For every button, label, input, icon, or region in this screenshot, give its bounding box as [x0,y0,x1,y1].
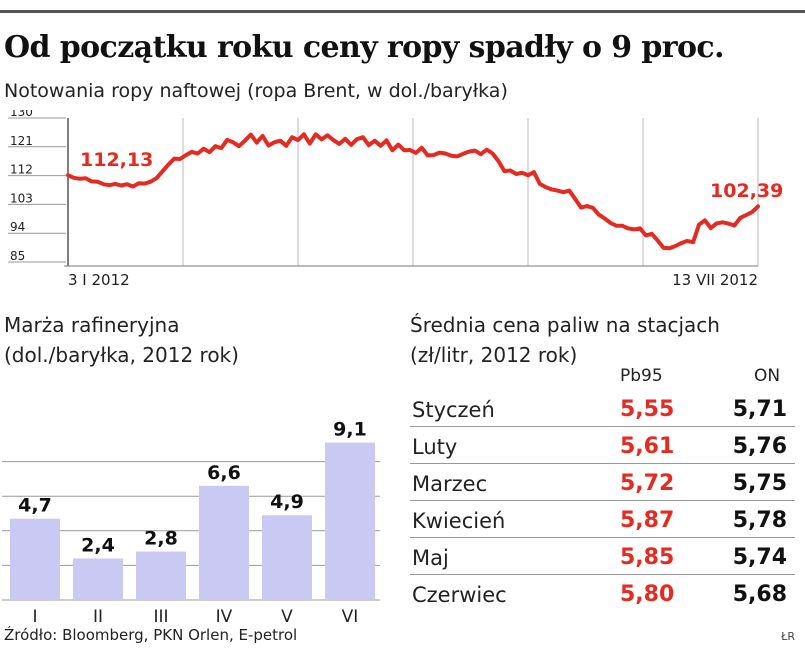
bar-value-label: 2,8 [144,528,178,550]
bar-VI [325,442,375,600]
y-tick-label: 103 [10,191,33,205]
oil-price-series-line [66,132,760,251]
end-value-label: 102,39 [710,180,783,202]
bar-III [136,551,186,600]
source-note: Źródło: Bloomberg, PKN Orlen, E-petrol [4,626,298,644]
bar-value-label: 4,9 [270,491,304,513]
y-tick-label: 94 [10,220,25,234]
month-cell: Maj [412,546,449,570]
on-price-cell: 5,78 [732,508,787,533]
bar-value-label: 9,1 [333,419,367,441]
top-rule [0,10,805,13]
month-cell: Luty [412,435,458,459]
month-cell: Czerwiec [412,583,507,607]
pb95-price-cell: 5,85 [620,545,675,570]
bar-V [262,515,312,600]
y-tick-label: 112 [10,163,33,177]
on-price-cell: 5,76 [732,434,787,459]
author-credit: ŁR [781,630,795,643]
bar-category-label: III [153,607,168,625]
pb95-price-cell: 5,55 [620,397,675,422]
bar-category-label: VI [342,607,359,625]
table-row: Czerwiec 5,80 5,68 [410,574,795,611]
column-header-pb95: Pb95 [620,366,663,386]
bar-value-label: 2,4 [81,534,115,556]
oil-price-line-chart: 85 94 103 112 121 130 112,13 102,39 3 I 2012 13 V… [8,110,783,289]
bar-II [73,558,123,600]
bar-category-label: IV [216,607,233,625]
on-price-cell: 5,75 [732,471,787,496]
y-tick-label: 121 [10,134,33,148]
line-chart-subtitle: Notowania ropy naftowej (ropa Brent, w d… [4,80,508,102]
bar-category-label: II [93,607,103,625]
table-row: Maj 5,85 5,74 [410,537,795,575]
start-value-label: 112,13 [80,149,153,171]
bar-category-label: I [32,607,37,625]
fuel-table-title: Średnia cena paliw na stacjach [410,313,720,337]
margin-chart-title: Marża rafineryjna [4,313,180,337]
on-price-cell: 5,68 [732,582,787,607]
pb95-price-cell: 5,72 [620,471,675,496]
bar-IV [199,485,249,600]
table-row: Luty 5,61 5,76 [410,426,795,464]
table-row: Styczeń 5,55 5,71 [410,389,795,427]
margin-chart-unit: (dol./baryłka, 2012 rok) [4,343,239,367]
x-label-end-date: 13 VII 2012 [672,271,758,289]
month-cell: Kwiecień [412,509,506,533]
bar-I [10,518,60,600]
bar-value-label: 4,7 [18,495,52,517]
table-row: Marzec 5,72 5,75 [410,463,795,501]
y-tick-label: 130 [10,110,33,119]
pb95-price-cell: 5,80 [620,582,675,607]
on-price-cell: 5,71 [732,397,787,422]
bar-category-label: V [281,607,293,625]
page-title: Od początku roku ceny ropy spadły o 9 pr… [4,30,725,65]
y-tick-label: 85 [10,249,25,263]
bar-value-label: 6,6 [207,462,241,484]
month-cell: Marzec [412,472,488,496]
month-cell: Styczeń [412,398,495,422]
pb95-price-cell: 5,61 [620,434,675,459]
pb95-price-cell: 5,87 [620,508,675,533]
refinery-margin-bar-chart: 4,7 I 2,4 II 2,8 III 6,6 IV 4,9 V 9,1 VI [2,419,380,625]
x-label-start-date: 3 I 2012 [68,271,130,289]
table-row: Kwiecień 5,87 5,78 [410,500,795,538]
column-header-on: ON [754,366,781,386]
fuel-table-unit: (zł/litr, 2012 rok) [410,343,578,367]
on-price-cell: 5,74 [732,545,787,570]
